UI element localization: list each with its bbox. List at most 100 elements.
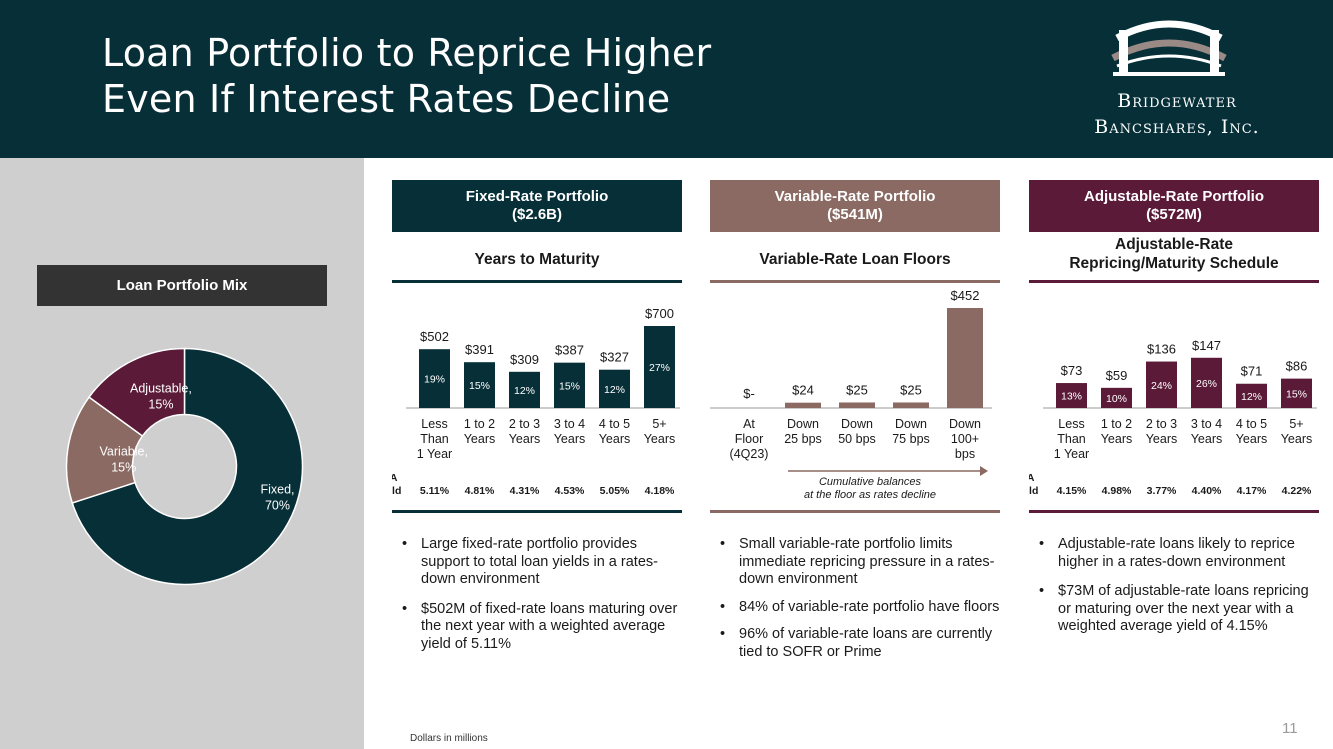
category-tick-label: Less	[1058, 417, 1084, 431]
fixed-rate-subtitle: Years to Maturity	[474, 251, 600, 268]
category-tick-label: Years	[1191, 432, 1223, 446]
loan-mix-panel: Loan Portfolio Mix Fixed, 70% Variable, 15%…	[0, 158, 364, 749]
yield-value: 4.17%	[1237, 485, 1267, 497]
category-tick-label: Down	[787, 417, 819, 431]
adjustable-rate-subtitle: Adjustable-Rate Repricing/Maturity Sched…	[1029, 235, 1319, 273]
category-tick-label: Years	[464, 432, 496, 446]
bar-value-label: $73	[1061, 363, 1083, 378]
bar	[419, 349, 450, 408]
bullet-item: $73M of adjustable-rate loans repricing …	[1039, 583, 1319, 636]
yield-row-label: Yield	[1029, 485, 1038, 497]
donut-slice-label: Fixed,	[260, 483, 294, 497]
bar-value-label: $-	[743, 386, 755, 401]
category-tick-label: Down	[841, 417, 873, 431]
donut-slice-label: 70%	[265, 499, 290, 513]
fixed-rate-header-line-2: ($2.6B)	[511, 206, 563, 223]
category-tick-label: 2 to 3	[1146, 417, 1177, 431]
bar-percent-label: 15%	[1286, 388, 1307, 400]
title-line-2: Even If Interest Rates Decline	[102, 77, 671, 121]
bar-value-label: $25	[846, 382, 868, 397]
yield-row-label: Yield	[392, 485, 401, 497]
category-tick-label: 4 to 5	[599, 417, 630, 431]
fixed-rate-column: Fixed-Rate Portfolio ($2.6B) Years to Ma…	[392, 180, 682, 652]
arrow-note-line-2: at the floor as rates decline	[804, 489, 936, 501]
yield-value: 5.05%	[600, 485, 630, 497]
fixed-rate-bullets: Large fixed-rate portfolio provides supp…	[402, 536, 682, 665]
category-tick-label: Years	[1101, 432, 1133, 446]
adjustable-rate-header: Adjustable-Rate Portfolio ($572M)	[1029, 180, 1319, 232]
bar-value-label: $387	[555, 343, 584, 358]
yield-row-label: WA	[392, 472, 398, 484]
variable-rate-subtitle: Variable-Rate Loan Floors	[759, 251, 951, 268]
category-tick-label: bps	[955, 447, 975, 461]
bar-value-label: $24	[792, 383, 814, 398]
yield-value: 5.11%	[420, 485, 450, 497]
donut-slice-label: 15%	[148, 398, 173, 412]
category-tick-label: Than	[1057, 432, 1086, 446]
yield-value: 3.77%	[1147, 485, 1177, 497]
title-line-1: Loan Portfolio to Reprice Higher	[102, 31, 712, 75]
category-tick-label: Down	[949, 417, 981, 431]
bullet-item: 84% of variable-rate portfolio have floo…	[720, 599, 1000, 617]
category-tick-label: 25 bps	[784, 432, 822, 446]
category-tick-label: Than	[420, 432, 449, 446]
category-tick-label: At	[743, 417, 755, 431]
category-tick-label: Years	[1146, 432, 1178, 446]
category-tick-label: 1 Year	[417, 447, 452, 461]
variable-rate-header: Variable-Rate Portfolio ($541M)	[710, 180, 1000, 232]
category-tick-label: Years	[599, 432, 631, 446]
bridge-logo-icon	[1111, 20, 1227, 76]
fixed-rate-header: Fixed-Rate Portfolio ($2.6B)	[392, 180, 682, 232]
bar	[1191, 357, 1222, 408]
variable-rate-top-rule	[710, 280, 1000, 283]
variable-rate-bottom-rule	[710, 510, 1000, 513]
yield-value: 4.15%	[1057, 485, 1087, 497]
yield-value: 4.31%	[510, 485, 540, 497]
logo-line-2: Bancshares, Inc.	[1094, 116, 1260, 138]
bar	[1236, 383, 1267, 408]
adjustable-rate-column: Adjustable-Rate Portfolio ($572M) Adjust…	[1029, 180, 1319, 634]
variable-rate-bullets: Small variable-rate portfolio limits imm…	[720, 536, 1000, 671]
bar-percent-label: 19%	[424, 374, 445, 386]
yield-value: 4.98%	[1102, 485, 1132, 497]
bar-percent-label: 12%	[604, 384, 625, 396]
logo-line-1: Bridgewater	[1117, 90, 1237, 112]
bar-value-label: $700	[645, 306, 674, 321]
bar-value-label: $136	[1147, 342, 1176, 357]
category-tick-label: 3 to 4	[1191, 417, 1222, 431]
loan-mix-label: Loan Portfolio Mix	[37, 265, 327, 306]
category-tick-label: 50 bps	[838, 432, 876, 446]
page-title: Loan Portfolio to Reprice Higher Even If…	[102, 30, 711, 122]
arrow-note-line-1: Cumulative balances	[819, 476, 922, 488]
donut-slice-label: 15%	[111, 461, 136, 475]
adjustable-rate-bottom-rule	[1029, 510, 1319, 513]
header-bar: Loan Portfolio to Reprice Higher Even If…	[0, 0, 1333, 158]
footnote: Dollars in millions	[410, 733, 488, 744]
bar	[947, 308, 983, 408]
bar-value-label: $309	[510, 352, 539, 367]
category-tick-label: (4Q23)	[730, 447, 769, 461]
category-tick-label: 100+	[951, 432, 979, 446]
category-tick-label: Down	[895, 417, 927, 431]
donut-slice-fixed	[71, 347, 304, 586]
bar-percent-label: 12%	[514, 385, 535, 397]
category-tick-label: 1 Year	[1054, 447, 1089, 461]
variable-rate-column: Variable-Rate Portfolio ($541M) Variable…	[710, 180, 1000, 660]
category-tick-label: Years	[644, 432, 676, 446]
category-tick-label: Less	[421, 417, 447, 431]
bar-percent-label: 13%	[1061, 391, 1082, 403]
bar-value-label: $452	[951, 290, 980, 303]
category-tick-label: Years	[1236, 432, 1268, 446]
donut-slice-adjustable	[87, 347, 186, 437]
category-tick-label: Years	[1281, 432, 1313, 446]
bar-value-label: $25	[900, 382, 922, 397]
donut-slice-label: Adjustable,	[130, 382, 192, 396]
adjustable-rate-bullets: Adjustable-rate loans likely to reprice …	[1039, 536, 1319, 648]
bar-percent-label: 24%	[1151, 380, 1172, 392]
category-tick-label: 3 to 4	[554, 417, 585, 431]
fixed-rate-bottom-rule	[392, 510, 682, 513]
bar	[1056, 383, 1087, 408]
logo-wordmark: Bridgewater Bancshares, Inc.	[1062, 88, 1292, 140]
